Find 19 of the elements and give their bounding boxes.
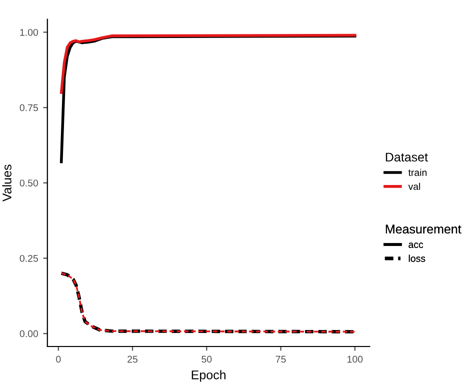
x-tick-label: 100 bbox=[348, 356, 363, 363]
y-axis-title: Values bbox=[2, 164, 12, 202]
x-tick-label: 25 bbox=[128, 356, 138, 363]
text: acc bbox=[408, 242, 424, 248]
y-tick-label: 0.25 bbox=[20, 254, 38, 262]
x-tick-label: 50 bbox=[202, 356, 212, 363]
text: Dataset bbox=[386, 152, 428, 162]
legend-label: val bbox=[408, 182, 420, 190]
y-tick-label: 0.75 bbox=[20, 104, 38, 112]
legend-label: loss bbox=[408, 254, 426, 262]
line-series bbox=[60, 34, 356, 94]
x-tick-label: 75 bbox=[276, 356, 286, 363]
y-tick-label: 0.00 bbox=[20, 330, 38, 338]
legend-label: train bbox=[408, 168, 427, 176]
x-axis-title: Epoch bbox=[192, 370, 226, 382]
y-tick-label: 1.00 bbox=[20, 28, 38, 36]
y-tick-label: 0.50 bbox=[20, 180, 38, 186]
x-tick-label: 0 bbox=[56, 356, 61, 363]
text: Measurement bbox=[386, 224, 462, 234]
